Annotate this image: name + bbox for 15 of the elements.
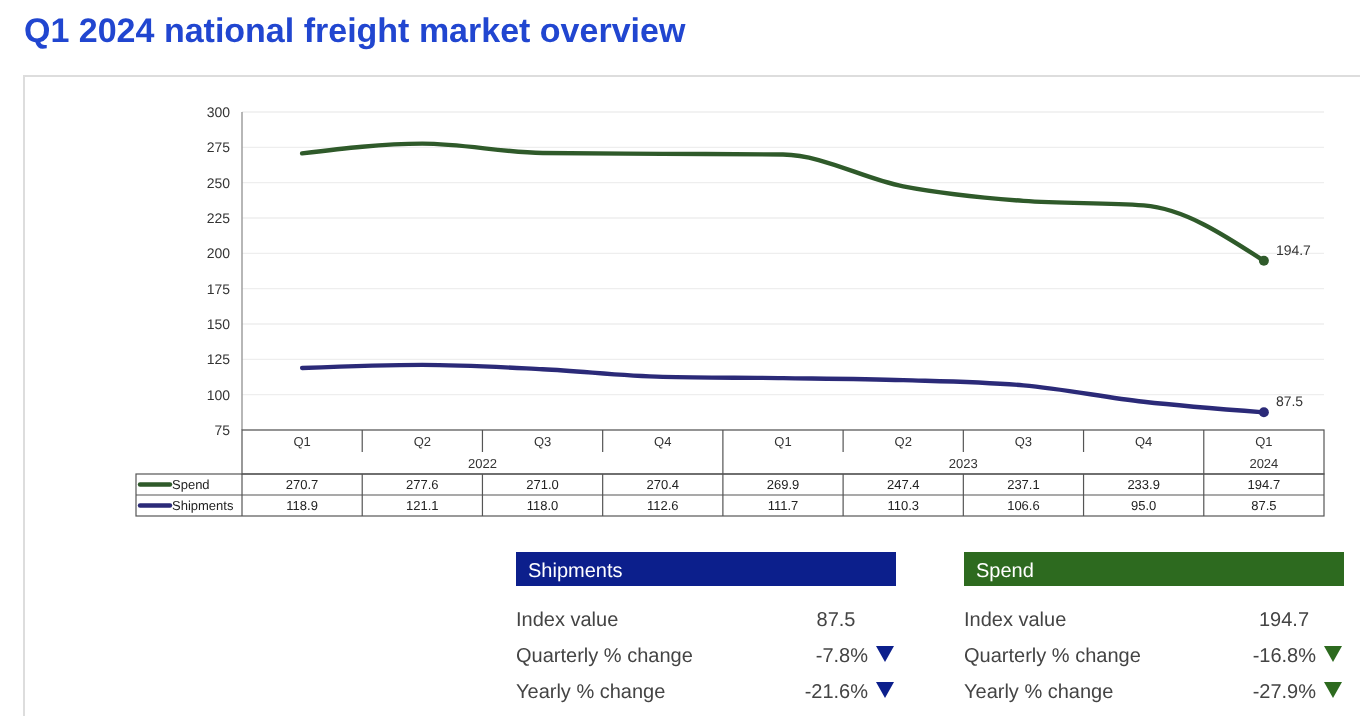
text: Quarterly % change <box>516 646 694 668</box>
text: Shipments <box>528 561 623 583</box>
text: -7.8% <box>815 646 869 668</box>
text: Index value <box>516 610 620 632</box>
text: -21.6% <box>804 682 869 704</box>
chart-title: Q1 2024 national freight market overview <box>24 12 687 50</box>
text: Quarterly % change <box>964 646 1142 668</box>
text: -16.8% <box>1252 646 1317 668</box>
text: 194.7 <box>1258 610 1310 632</box>
text: Yearly % change <box>964 682 1115 704</box>
text: Index value <box>964 610 1068 632</box>
text: Spend <box>976 561 1034 583</box>
text: 87.5 <box>816 610 857 632</box>
text: Yearly % change <box>516 682 667 704</box>
text: -27.9% <box>1252 682 1317 704</box>
